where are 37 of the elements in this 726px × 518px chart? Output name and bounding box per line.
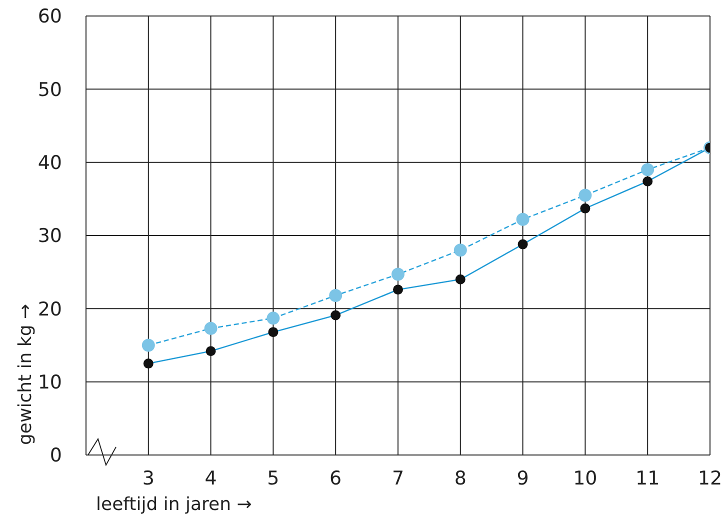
x-tick-label: 7 (392, 467, 404, 490)
x-tick-label: 4 (204, 467, 217, 490)
x-tick-label: 11 (636, 467, 660, 490)
y-tick-label: 10 (38, 372, 62, 394)
point (454, 244, 467, 257)
x-axis-title: leeftijd in jaren → (96, 494, 252, 515)
y-tick-label: 50 (38, 78, 62, 101)
x-tick-label: 8 (454, 467, 466, 490)
y-tick-label: 30 (38, 225, 62, 248)
x-tick-label: 9 (516, 467, 529, 490)
point (142, 338, 155, 352)
point (204, 322, 218, 335)
point (642, 176, 653, 186)
point (393, 284, 403, 295)
point (580, 203, 590, 214)
point (455, 274, 466, 284)
y-tick-label: 0 (50, 444, 62, 467)
point (392, 268, 404, 281)
y-axis-title: gewicht in kg → (15, 304, 36, 445)
y-tick-label: 40 (38, 152, 62, 174)
point (330, 310, 341, 320)
x-tick-label: 10 (573, 467, 598, 490)
x-tick-label: 12 (698, 467, 722, 490)
point (578, 188, 592, 202)
x-tick-label: 5 (267, 467, 280, 490)
y-tick-label: 20 (38, 298, 62, 320)
x-tick-label: 6 (330, 467, 342, 490)
y-tick-label: 60 (38, 6, 62, 28)
point (641, 163, 654, 176)
point (143, 358, 154, 369)
point (268, 327, 278, 338)
point (266, 312, 280, 325)
point (516, 212, 530, 226)
point (206, 346, 216, 356)
x-tick-label: 3 (142, 467, 154, 490)
point (329, 288, 342, 302)
point (518, 239, 528, 250)
